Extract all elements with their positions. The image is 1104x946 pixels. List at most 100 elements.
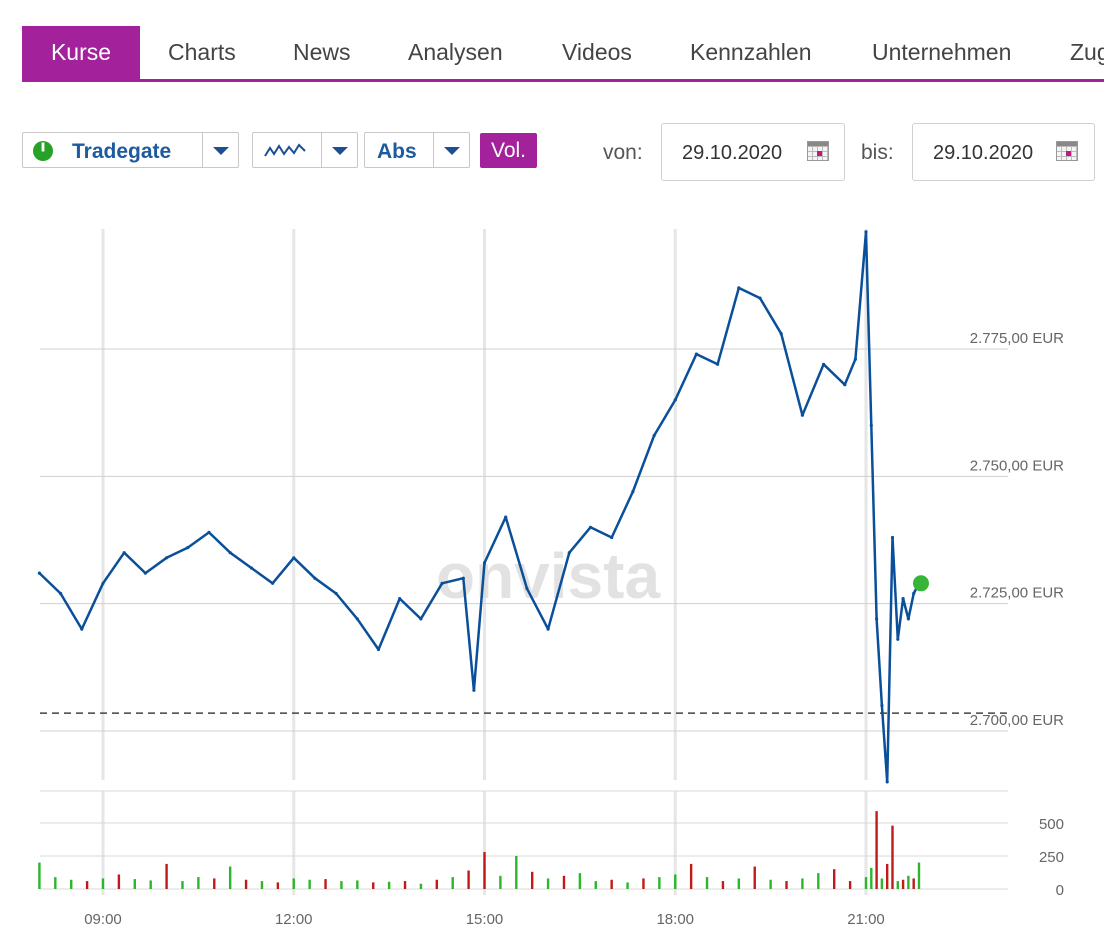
y-tick-label: 2.750,00 EUR bbox=[970, 457, 1064, 474]
price-point bbox=[398, 597, 402, 601]
exchange-label: Tradegate bbox=[72, 140, 172, 163]
price-point bbox=[906, 617, 911, 621]
volume-bar bbox=[578, 873, 582, 889]
price-point bbox=[461, 576, 465, 580]
price-point bbox=[419, 617, 423, 621]
price-point bbox=[482, 561, 487, 565]
vol-y-tick-label: 250 bbox=[1039, 849, 1064, 866]
volume-bar bbox=[896, 881, 899, 889]
tab-zug[interactable]: Zug bbox=[1070, 39, 1104, 65]
volume-bar bbox=[499, 875, 502, 889]
price-point bbox=[869, 423, 873, 427]
power-status-icon bbox=[33, 141, 53, 161]
price-point bbox=[652, 434, 656, 438]
volume-bar bbox=[419, 883, 423, 889]
price-series-line bbox=[38, 230, 921, 784]
tab-charts[interactable]: Charts bbox=[168, 39, 236, 65]
volume-bar bbox=[85, 881, 89, 889]
volume-bar bbox=[387, 881, 391, 889]
price-point bbox=[864, 230, 868, 234]
volume-bar bbox=[372, 882, 375, 889]
price-point bbox=[875, 617, 879, 621]
price-point bbox=[880, 703, 884, 708]
x-tick-label: 18:00 bbox=[656, 911, 694, 928]
tab-kennzahlen[interactable]: Kennzahlen bbox=[690, 39, 812, 65]
price-point bbox=[472, 688, 476, 692]
y-tick-label: 2.725,00 EUR bbox=[970, 585, 1064, 602]
from-label: von: bbox=[603, 141, 643, 164]
volume-bar bbox=[546, 878, 550, 889]
tab-news[interactable]: News bbox=[293, 39, 351, 65]
volume-bar bbox=[38, 862, 41, 889]
chevron-down-icon[interactable] bbox=[321, 133, 357, 167]
price-point bbox=[588, 525, 593, 529]
to-date-value: 29.10.2020 bbox=[933, 142, 1034, 164]
volume-bar bbox=[101, 878, 105, 889]
scale-select[interactable]: Abs bbox=[364, 132, 470, 168]
price-point bbox=[271, 581, 275, 585]
volume-bar bbox=[260, 881, 264, 889]
volume-bar bbox=[626, 882, 629, 889]
volume-bar bbox=[483, 852, 486, 889]
volume-bar bbox=[801, 878, 804, 889]
volume-bar bbox=[403, 881, 407, 889]
price-point bbox=[376, 647, 381, 652]
watermark: onvista bbox=[436, 540, 660, 612]
chart-style-select[interactable] bbox=[252, 132, 358, 168]
volume-bar bbox=[689, 863, 693, 889]
volume-bar bbox=[467, 870, 470, 889]
chevron-down-icon[interactable] bbox=[433, 133, 469, 167]
volume-bar bbox=[340, 881, 343, 889]
volume-bar bbox=[885, 863, 889, 889]
volume-bar bbox=[917, 862, 921, 889]
tab-kurse[interactable]: Kurse bbox=[22, 26, 140, 79]
price-point bbox=[716, 362, 720, 366]
price-point bbox=[853, 357, 858, 361]
volume-bar bbox=[228, 866, 232, 889]
volume-bar bbox=[864, 877, 868, 889]
volume-bar bbox=[658, 877, 661, 889]
price-point bbox=[37, 571, 42, 575]
volume-bar bbox=[833, 869, 836, 889]
tab-analysen[interactable]: Analysen bbox=[408, 39, 503, 65]
price-point bbox=[737, 286, 741, 290]
volume-bar bbox=[674, 874, 677, 889]
volume-bar bbox=[515, 856, 518, 889]
volume-bar bbox=[642, 878, 645, 889]
to-label: bis: bbox=[861, 141, 894, 164]
volume-bar bbox=[848, 881, 852, 889]
volume-bar bbox=[324, 879, 327, 889]
vol-y-tick-label: 0 bbox=[1056, 882, 1064, 899]
calendar-icon[interactable] bbox=[1056, 141, 1078, 161]
volume-button[interactable]: Vol. bbox=[480, 133, 537, 168]
exchange-select[interactable]: Tradegate bbox=[22, 132, 239, 168]
price-point bbox=[80, 627, 84, 631]
volume-bar bbox=[181, 881, 184, 889]
volume-bar bbox=[562, 875, 566, 889]
volume-bar bbox=[901, 879, 905, 889]
chevron-down-icon[interactable] bbox=[202, 133, 238, 167]
price-point bbox=[890, 535, 895, 540]
tab-videos[interactable]: Videos bbox=[562, 39, 632, 65]
volume-bar bbox=[276, 882, 280, 889]
volume-bar bbox=[356, 880, 359, 889]
to-date-field[interactable]: 29.10.2020 bbox=[912, 123, 1095, 181]
price-point bbox=[59, 591, 63, 596]
price-point bbox=[143, 571, 147, 575]
tab-unternehmen[interactable]: Unternehmen bbox=[872, 39, 1012, 65]
x-tick-label: 12:00 bbox=[275, 911, 313, 928]
volume-bar bbox=[530, 871, 534, 889]
volume-bar bbox=[213, 878, 216, 889]
calendar-icon[interactable] bbox=[807, 141, 829, 161]
volume-bar bbox=[817, 873, 820, 889]
volume-bar bbox=[149, 880, 152, 889]
from-date-field[interactable]: 29.10.2020 bbox=[661, 123, 845, 181]
price-point bbox=[673, 398, 677, 402]
volume-bar bbox=[197, 877, 200, 889]
volume-bar bbox=[165, 863, 168, 889]
volume-bar bbox=[70, 879, 73, 889]
price-point bbox=[228, 551, 232, 555]
price-point bbox=[525, 586, 529, 591]
last-price-marker bbox=[912, 575, 929, 592]
